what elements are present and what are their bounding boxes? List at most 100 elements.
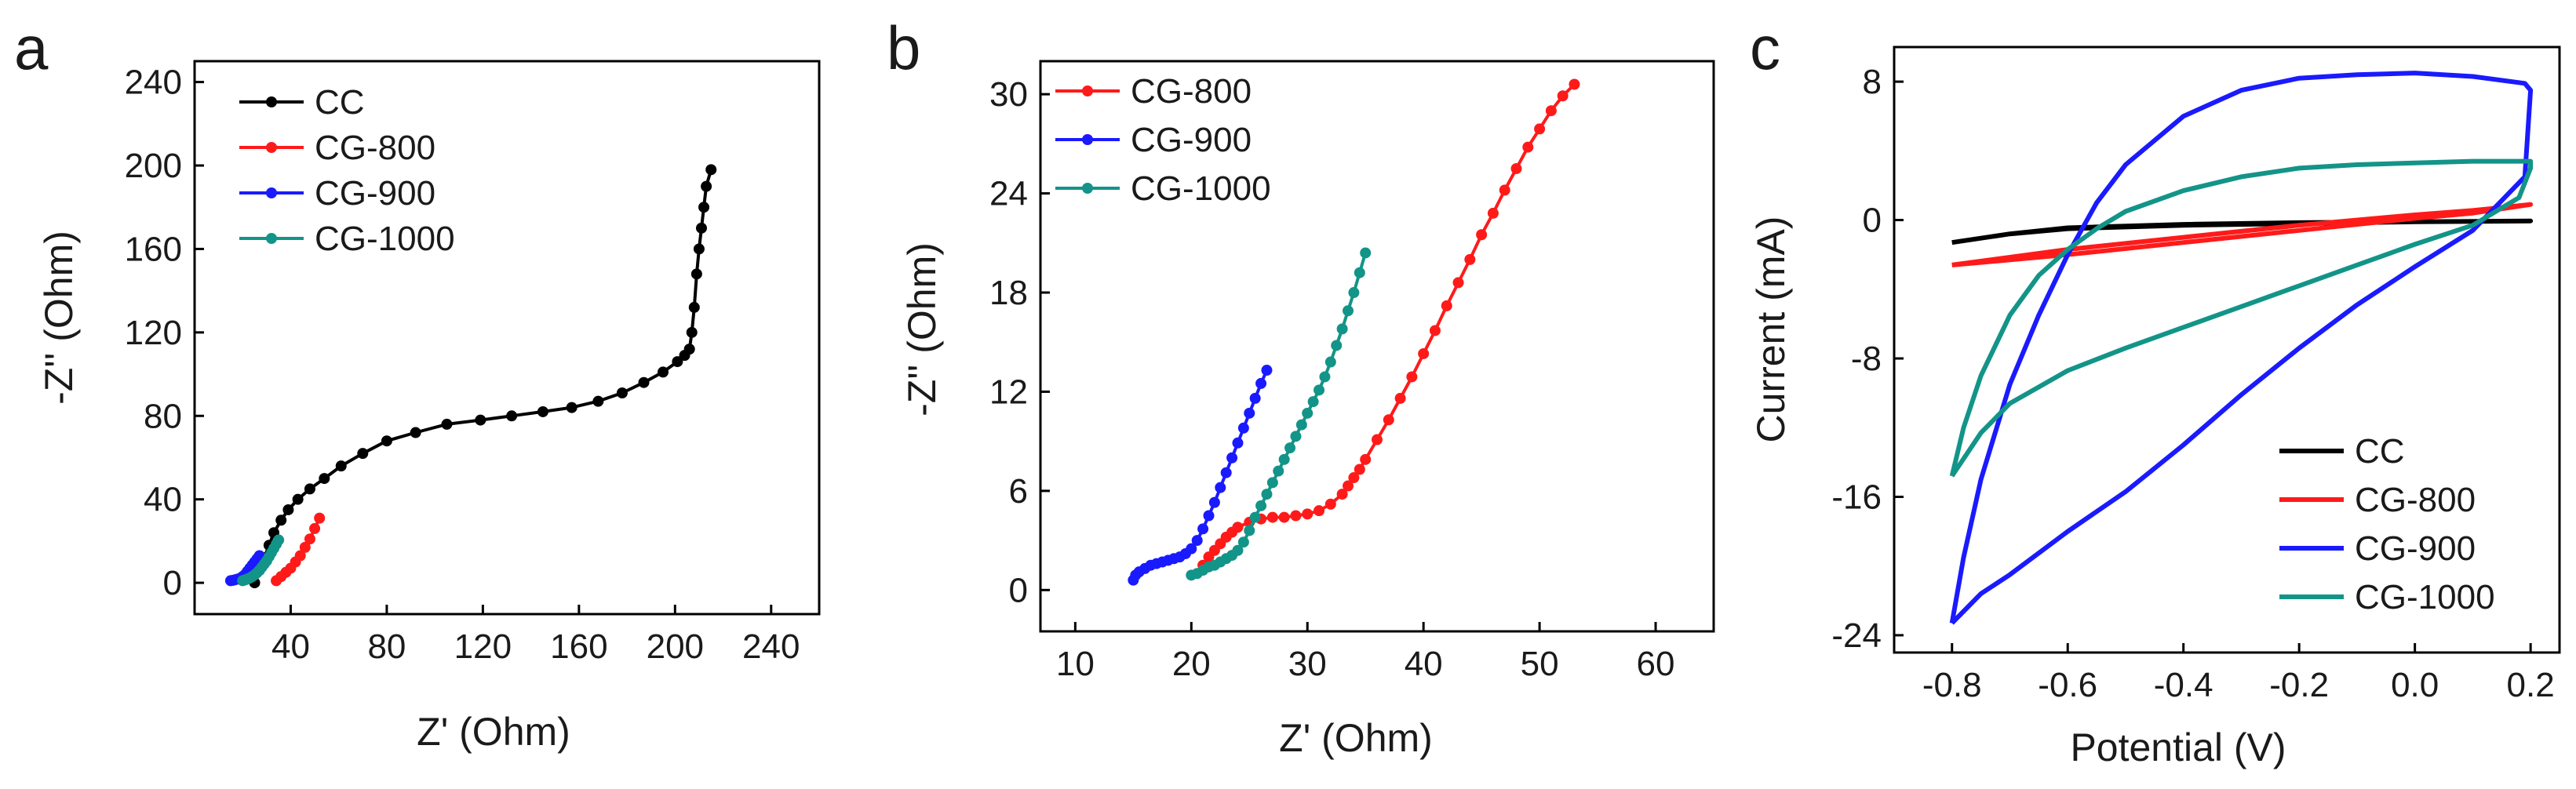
a-series-cc-line — [253, 169, 713, 584]
b-point-cg-900 — [1203, 510, 1215, 522]
b-ytick-label: 30 — [989, 75, 1028, 114]
a-point-cg-1000 — [273, 534, 285, 546]
a-point-cg-800 — [294, 550, 306, 562]
b-ytick-label: 0 — [1009, 571, 1028, 609]
b-point-cg-900 — [1237, 422, 1249, 434]
a-xtick-label: 80 — [367, 627, 406, 666]
panel-a-ylabel: -Z'' (Ohm) — [37, 231, 81, 405]
c-legend-label: CC — [2355, 432, 2405, 471]
b-point-cg-800 — [1290, 510, 1302, 522]
b-point-cg-1000 — [1360, 247, 1372, 259]
b-point-cg-900 — [1232, 437, 1244, 449]
b-point-cg-900 — [1244, 407, 1255, 419]
c-ytick-label: -16 — [1831, 478, 1882, 516]
b-point-cg-800 — [1314, 505, 1325, 517]
a-legend-label: CC — [315, 83, 365, 122]
a-legend-marker — [266, 233, 277, 244]
b-xtick-label: 40 — [1405, 645, 1443, 683]
b-xtick-label: 60 — [1637, 645, 1675, 683]
a-point-cc — [695, 222, 707, 234]
b-point-cg-800 — [1383, 414, 1394, 426]
c-xtick-label: 0.0 — [2391, 666, 2439, 704]
b-point-cg-900 — [1220, 467, 1232, 478]
b-point-cg-1000 — [1314, 384, 1325, 396]
b-point-cg-900 — [1261, 365, 1273, 376]
b-point-cg-800 — [1557, 90, 1569, 102]
b-point-cg-900 — [1208, 496, 1220, 508]
a-point-cc — [275, 514, 287, 526]
b-point-cg-800 — [1406, 371, 1418, 383]
c-ytick-label: 0 — [1863, 202, 1882, 240]
a-xtick-label: 40 — [271, 627, 310, 666]
b-point-cg-1000 — [1261, 489, 1273, 500]
c-series-cg-800-line — [1951, 202, 2534, 267]
b-point-cg-1000 — [1273, 465, 1284, 477]
panel-c-xlabel: Potential (V) — [2070, 725, 2286, 769]
c-legend-label: CG-800 — [2355, 481, 2476, 519]
a-point-cc — [319, 473, 330, 485]
b-point-cg-800 — [1510, 162, 1522, 174]
b-point-cg-1000 — [1324, 356, 1336, 368]
b-point-cg-1000 — [1336, 323, 1348, 335]
c-xtick-label: 0.2 — [2507, 666, 2555, 704]
b-point-cg-1000 — [1343, 305, 1354, 317]
b-point-cg-900 — [1249, 392, 1261, 404]
b-point-cg-1000 — [1237, 536, 1249, 548]
b-point-cg-900 — [1215, 482, 1226, 493]
b-point-cg-800 — [1360, 453, 1372, 465]
c-legend-label: CG-1000 — [2355, 578, 2495, 616]
b-point-cg-1000 — [1266, 477, 1278, 489]
b-xtick-label: 20 — [1172, 645, 1211, 683]
a-legend-label: CG-800 — [315, 129, 435, 167]
a-point-cc — [701, 180, 712, 192]
a-point-cc — [410, 427, 421, 438]
a-ytick-label: 240 — [125, 64, 182, 102]
panel-letter-c: c — [1750, 13, 1780, 82]
b-legend-label: CG-900 — [1131, 121, 1252, 159]
b-series-cg-1000-line — [1190, 252, 1368, 577]
panel-letter-b: b — [887, 13, 920, 82]
b-point-cg-800 — [1499, 184, 1510, 196]
panel-b: b 10 20 30 40 50 60 0 6 12 18 24 30 CG-800 CG-900 CG-1… — [887, 13, 1715, 760]
a-point-cc — [683, 344, 695, 355]
a-point-cc — [698, 202, 710, 213]
b-legend-marker — [1082, 134, 1093, 145]
c-xtick-label: -0.6 — [2038, 666, 2097, 704]
a-xtick-label: 160 — [550, 627, 607, 666]
b-point-cg-1000 — [1354, 267, 1365, 278]
a-point-cc — [688, 301, 700, 313]
b-point-cg-1000 — [1278, 453, 1290, 465]
a-point-cc — [441, 418, 453, 430]
b-point-cg-800 — [1348, 472, 1360, 484]
a-point-cg-800 — [299, 541, 311, 553]
b-point-cg-1000 — [1290, 431, 1302, 442]
b-point-cg-800 — [1266, 511, 1278, 523]
c-series-cg-900-line — [1949, 71, 2534, 625]
b-point-cg-1000 — [1232, 544, 1244, 556]
a-ytick-label: 0 — [163, 564, 182, 602]
c-legend-label: CG-900 — [2355, 529, 2476, 568]
b-point-cg-1000 — [1319, 371, 1331, 383]
c-ytick-label: -8 — [1851, 340, 1882, 378]
b-point-cg-800 — [1452, 277, 1464, 289]
panel-a-xlabel: Z' (Ohm) — [417, 710, 570, 754]
a-legend-marker — [266, 187, 277, 198]
a-legend-label: CG-1000 — [315, 220, 455, 258]
b-legend-marker — [1082, 183, 1093, 194]
b-point-cg-800 — [1429, 325, 1441, 336]
b-point-cg-1000 — [1302, 407, 1314, 419]
b-point-cg-800 — [1324, 498, 1336, 510]
c-series-cg-1000-line — [1949, 158, 2534, 478]
panel-letter-a: a — [14, 13, 49, 82]
b-point-cg-900 — [1226, 452, 1238, 464]
c-series-cc-line — [1951, 218, 2534, 245]
c-xtick-label: -0.4 — [2154, 666, 2213, 704]
b-xtick-label: 50 — [1521, 645, 1559, 683]
c-xtick-label: -0.8 — [1922, 666, 1982, 704]
b-legend-label: CG-800 — [1131, 72, 1252, 111]
panel-b-xlabel: Z' (Ohm) — [1279, 716, 1433, 760]
b-ytick-label: 24 — [989, 175, 1028, 213]
panel-b-ylabel: -Z'' (Ohm) — [900, 242, 944, 416]
b-xtick-label: 10 — [1056, 645, 1095, 683]
